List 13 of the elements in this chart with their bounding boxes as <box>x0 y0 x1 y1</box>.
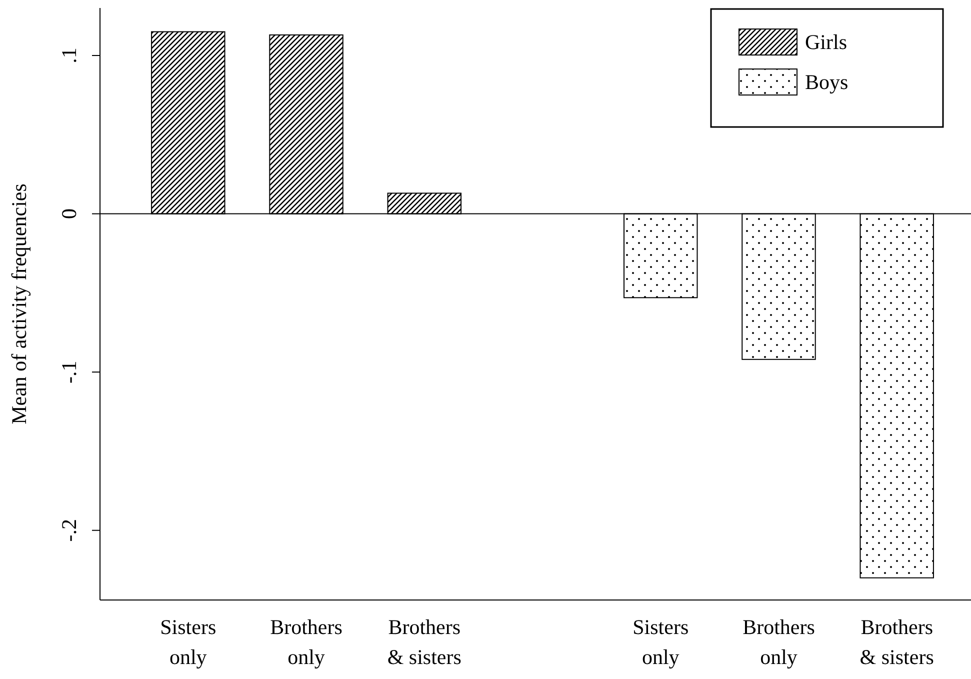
x-tick-label: Brothers & sisters <box>387 615 462 669</box>
y-axis-title: Mean of activity frequencies <box>7 184 31 424</box>
x-tick-label: Sisters only <box>632 615 689 669</box>
y-tick-label: 0 <box>57 208 81 220</box>
x-tick-label: Brothers & sisters <box>860 615 934 669</box>
x-tick-label: Sisters only <box>160 615 216 669</box>
x-tick-label: Brothers only <box>270 615 342 669</box>
y-tick-label: .1 <box>57 48 81 64</box>
legend-label: Girls <box>805 30 847 54</box>
y-tick-label: -.1 <box>57 360 81 384</box>
y-tick-label: -.2 <box>57 518 81 542</box>
legend-label: Boys <box>805 70 848 94</box>
x-tick-label: Brothers only <box>742 615 815 669</box>
